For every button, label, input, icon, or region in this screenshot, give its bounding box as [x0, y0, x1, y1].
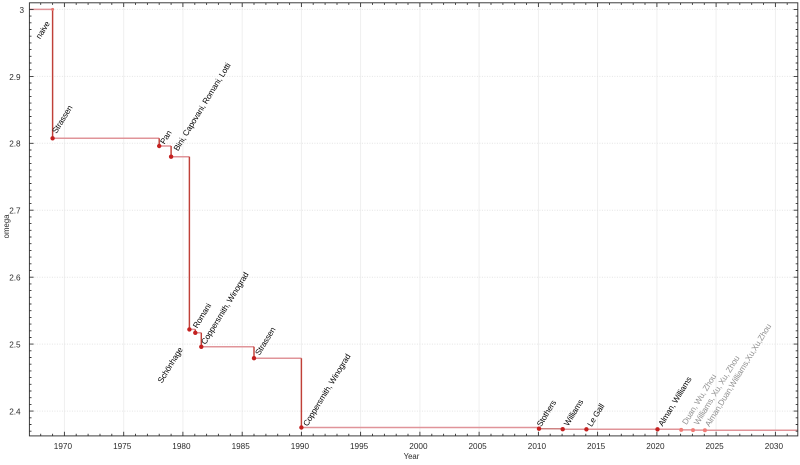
svg-text:2.5: 2.5	[9, 341, 21, 350]
svg-text:2000: 2000	[409, 442, 428, 451]
svg-text:1970: 1970	[54, 442, 73, 451]
svg-text:omega: omega	[2, 214, 11, 239]
svg-text:1990: 1990	[291, 442, 310, 451]
svg-text:2.6: 2.6	[9, 274, 21, 283]
svg-text:2.7: 2.7	[9, 207, 21, 216]
svg-text:2.8: 2.8	[9, 140, 21, 149]
svg-text:1985: 1985	[232, 442, 251, 451]
svg-text:1995: 1995	[350, 442, 369, 451]
svg-text:Year: Year	[404, 452, 420, 460]
svg-text:2020: 2020	[646, 442, 665, 451]
svg-text:2030: 2030	[765, 442, 784, 451]
svg-text:2025: 2025	[705, 442, 724, 451]
svg-text:2010: 2010	[528, 442, 547, 451]
svg-text:2015: 2015	[587, 442, 606, 451]
svg-text:1980: 1980	[172, 442, 191, 451]
svg-text:1975: 1975	[113, 442, 132, 451]
svg-text:2005: 2005	[468, 442, 487, 451]
svg-text:3: 3	[19, 6, 24, 15]
svg-text:2.9: 2.9	[9, 73, 21, 82]
svg-text:2.4: 2.4	[9, 408, 21, 417]
